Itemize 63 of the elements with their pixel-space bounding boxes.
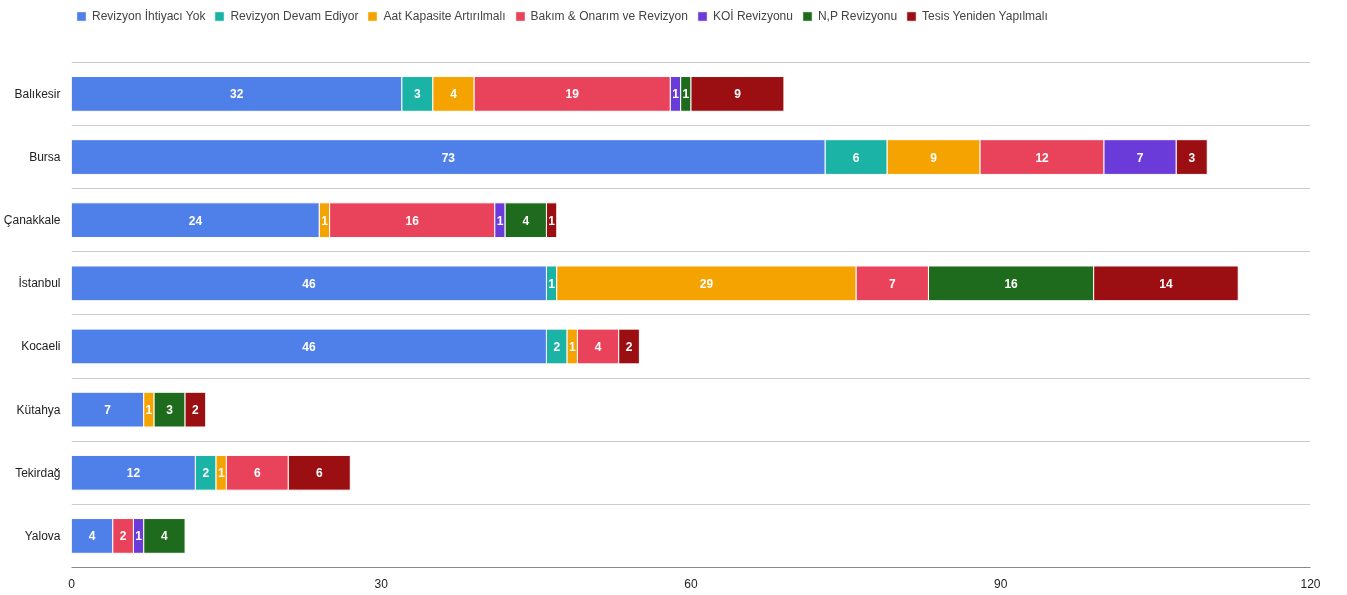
data-label: 73 bbox=[441, 150, 456, 165]
data-label: 29 bbox=[699, 276, 714, 291]
legend-label: Bakım & Onarım ve Revizyon bbox=[530, 9, 688, 23]
data-label: 9 bbox=[930, 150, 938, 165]
data-label: 2 bbox=[625, 339, 633, 354]
data-label: 6 bbox=[254, 466, 262, 481]
data-label: 16 bbox=[405, 213, 420, 228]
y-tick-label: Yalova bbox=[24, 528, 61, 543]
data-label: 46 bbox=[302, 276, 316, 291]
data-label: 16 bbox=[1004, 276, 1019, 291]
data-label: 1 bbox=[145, 403, 153, 418]
data-label: 2 bbox=[553, 339, 561, 354]
x-tick-label: 0 bbox=[68, 576, 76, 591]
data-label: 3 bbox=[414, 87, 422, 102]
data-label: 1 bbox=[321, 213, 329, 228]
x-tick-label: 90 bbox=[994, 576, 1008, 591]
y-tick-label: Kütahya bbox=[16, 402, 61, 417]
legend-label: Revizyon Devam Ediyor bbox=[230, 9, 359, 23]
x-tick-label: 30 bbox=[374, 576, 389, 591]
data-label: 12 bbox=[1035, 150, 1050, 165]
data-label: 19 bbox=[565, 87, 580, 102]
data-label: 1 bbox=[217, 466, 225, 481]
data-label: 4 bbox=[450, 87, 458, 102]
data-label: 2 bbox=[119, 529, 127, 544]
y-tick-label: Çanakkale bbox=[3, 213, 61, 228]
data-label: 4 bbox=[88, 529, 96, 544]
data-label: 4 bbox=[522, 213, 530, 228]
data-label: 6 bbox=[852, 150, 860, 165]
y-tick-label: Balıkesir bbox=[14, 86, 61, 101]
data-label: 46 bbox=[302, 339, 316, 354]
data-label: 3 bbox=[1188, 150, 1196, 165]
legend-label: Aat Kapasite Artırılmalı bbox=[383, 9, 506, 23]
data-label: 4 bbox=[594, 339, 602, 354]
data-label: 6 bbox=[315, 466, 323, 481]
data-label: 14 bbox=[1159, 276, 1173, 291]
data-label: 1 bbox=[496, 213, 504, 228]
x-tick-label: 120 bbox=[1300, 576, 1321, 591]
data-label: 9 bbox=[734, 87, 742, 102]
legend-label: KOİ Revizyonu bbox=[712, 9, 793, 23]
y-tick-label: Tekirdağ bbox=[15, 465, 61, 480]
data-label: 24 bbox=[188, 213, 203, 228]
data-label: 12 bbox=[126, 466, 141, 481]
legend-label: N,P Revizyonu bbox=[817, 9, 898, 23]
data-label: 2 bbox=[192, 403, 200, 418]
data-label: 1 bbox=[548, 276, 556, 291]
legend-label: Revizyon İhtiyacı Yok bbox=[92, 9, 206, 23]
data-label: 3 bbox=[166, 403, 174, 418]
data-label: 1 bbox=[672, 87, 680, 102]
x-tick-label: 60 bbox=[684, 576, 698, 591]
data-label: 1 bbox=[548, 213, 556, 228]
data-label: 4 bbox=[161, 529, 169, 544]
data-label: 1 bbox=[682, 87, 690, 102]
y-tick-label: Kocaeli bbox=[21, 339, 61, 354]
legend-label: Tesis Yeniden Yapılmalı bbox=[922, 9, 1048, 23]
data-label: 1 bbox=[568, 339, 576, 354]
y-tick-label: İstanbul bbox=[18, 276, 61, 291]
data-label: 32 bbox=[230, 87, 244, 102]
data-label: 7 bbox=[889, 276, 896, 291]
data-label: 1 bbox=[135, 529, 143, 544]
y-tick-label: Bursa bbox=[29, 150, 61, 165]
data-label: 2 bbox=[202, 466, 210, 481]
data-label: 7 bbox=[104, 403, 112, 418]
data-label: 7 bbox=[1136, 150, 1144, 165]
